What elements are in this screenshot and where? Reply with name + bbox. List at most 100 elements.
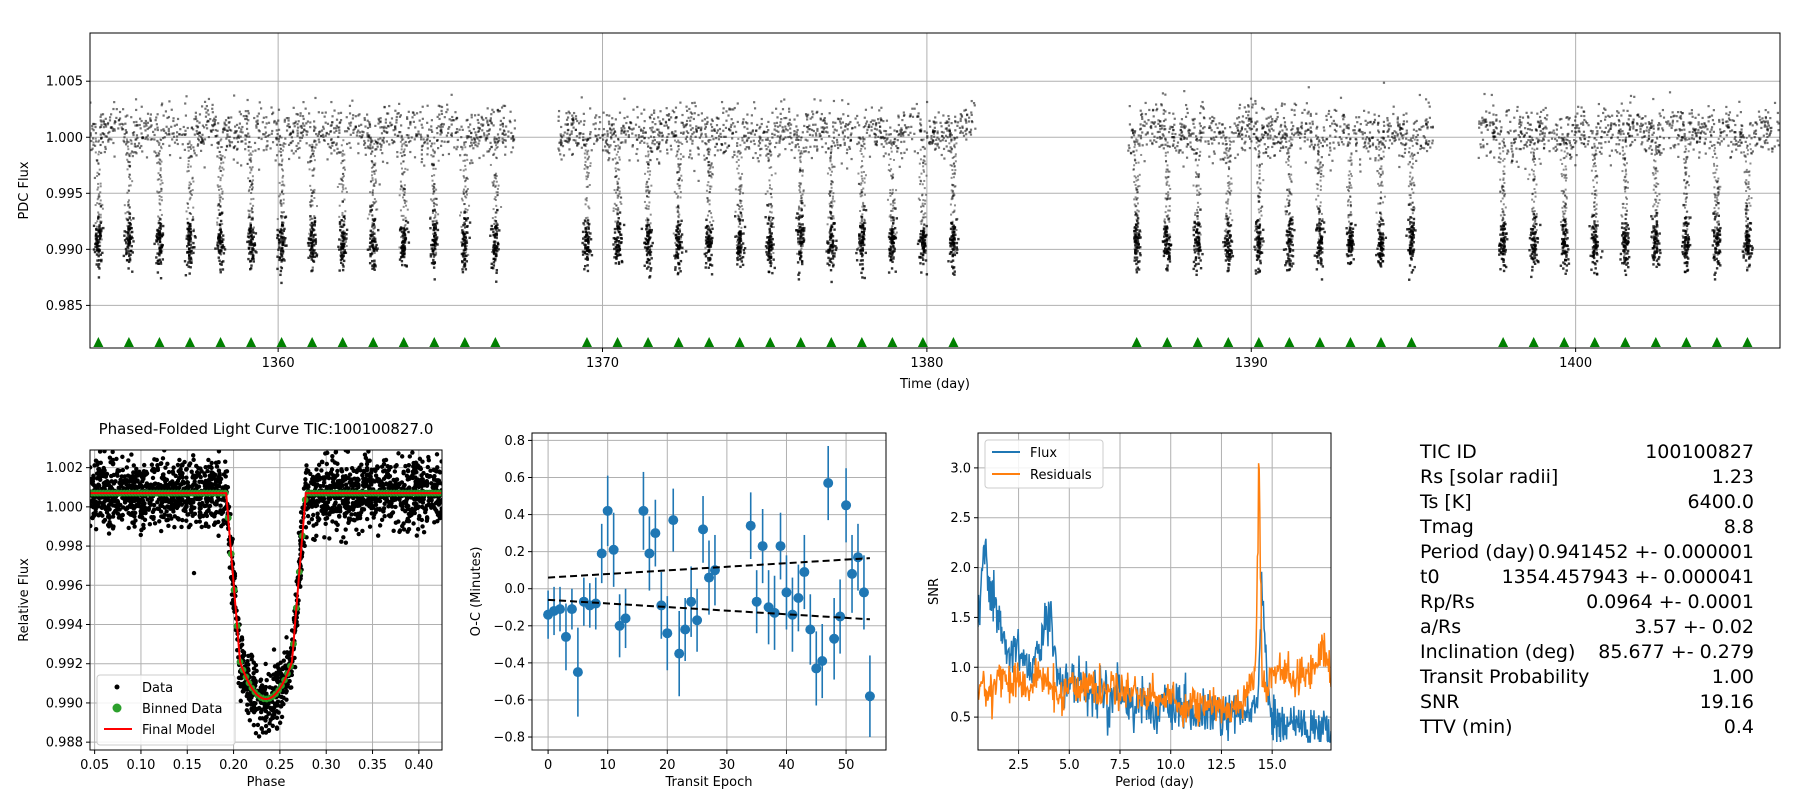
flux-point [1328, 146, 1332, 149]
flux-point [123, 140, 126, 144]
flux-point [880, 106, 883, 109]
flux-point [961, 126, 964, 129]
transit-point [99, 191, 102, 194]
flux-point [937, 146, 941, 149]
flux-point [467, 135, 470, 139]
flux-point [746, 122, 749, 125]
flux-point [775, 129, 778, 132]
transit-point [157, 141, 160, 144]
flux-point [1577, 127, 1581, 130]
flux-point [964, 108, 968, 111]
flux-point [1682, 121, 1685, 124]
transit-point [278, 150, 281, 153]
flux-point [366, 132, 369, 135]
flux-point [1513, 130, 1516, 133]
flux-point [90, 148, 93, 152]
flux-point [1347, 123, 1350, 126]
flux-point [937, 138, 941, 141]
flux-point [936, 132, 939, 135]
flux-point [1376, 123, 1380, 126]
flux-point [697, 179, 700, 182]
flux-point [1269, 121, 1272, 124]
flux-point [1657, 127, 1660, 130]
flux-point [1690, 109, 1694, 112]
flux-point [1251, 103, 1254, 106]
flux-point [715, 131, 719, 134]
flux-point [583, 144, 586, 147]
flux-point [825, 130, 828, 133]
flux-point [214, 135, 218, 138]
flux-point [293, 125, 296, 128]
flux-point [168, 100, 171, 103]
flux-point [193, 152, 196, 155]
flux-point [333, 149, 336, 152]
flux-point [255, 124, 258, 127]
flux-point [1545, 127, 1548, 130]
flux-point [144, 137, 147, 140]
flux-point [1758, 138, 1761, 142]
transit-bottom-point [159, 260, 162, 264]
flux-point [1316, 136, 1320, 139]
flux-point [682, 123, 685, 127]
flux-point [691, 132, 694, 136]
transit-point [94, 204, 97, 207]
flux-point [1160, 127, 1164, 130]
flux-point [1639, 130, 1642, 133]
flux-point [1683, 135, 1686, 138]
flux-point [1587, 124, 1590, 127]
flux-point [1171, 132, 1174, 135]
transit-point [217, 209, 220, 212]
transit-bottom-point [183, 260, 187, 263]
transit-point [283, 241, 286, 244]
flux-point [1541, 131, 1544, 134]
flux-point [301, 130, 305, 133]
flux-point [316, 134, 319, 138]
flux-point [402, 218, 405, 221]
transit-point [155, 155, 158, 158]
flux-point [256, 122, 259, 125]
flux-point [1279, 137, 1283, 140]
flux-point [709, 123, 713, 126]
flux-point [1718, 118, 1721, 122]
flux-point [1688, 137, 1691, 141]
flux-point [357, 124, 361, 127]
flux-point [1424, 98, 1428, 101]
flux-point [1518, 135, 1521, 139]
flux-point [850, 127, 854, 130]
flux-point [845, 151, 849, 155]
flux-point [777, 155, 780, 158]
flux-point [1373, 113, 1376, 116]
flux-point [325, 131, 328, 135]
flux-point [1371, 144, 1375, 147]
flux-point [1153, 139, 1156, 142]
flux-point [776, 135, 779, 138]
flux-point [1552, 129, 1555, 132]
transit-point [219, 177, 222, 180]
flux-point [1378, 220, 1381, 223]
transit-bottom-point [214, 247, 217, 250]
transit-bottom-point [98, 225, 101, 229]
flux-point [466, 137, 469, 140]
flux-point [1159, 127, 1162, 131]
flux-point [118, 123, 121, 126]
flux-point [358, 113, 361, 116]
flux-point [1371, 136, 1375, 139]
flux-point [366, 145, 370, 148]
transit-bottom-point [188, 272, 191, 275]
flux-point [636, 148, 639, 151]
flux-point [104, 117, 107, 120]
flux-point [1734, 139, 1738, 142]
transit-bottom-point [128, 235, 132, 238]
transit-bottom-point [217, 237, 220, 241]
flux-point [1252, 125, 1256, 128]
flux-point [757, 144, 760, 147]
flux-point [1586, 122, 1589, 125]
flux-point [430, 142, 434, 145]
flux-point [618, 241, 621, 245]
flux-point [1291, 127, 1294, 130]
transit-bottom-point [218, 236, 221, 239]
flux-point [377, 138, 380, 141]
transit-point [156, 190, 159, 193]
flux-point [736, 120, 739, 124]
flux-point [1482, 146, 1485, 149]
